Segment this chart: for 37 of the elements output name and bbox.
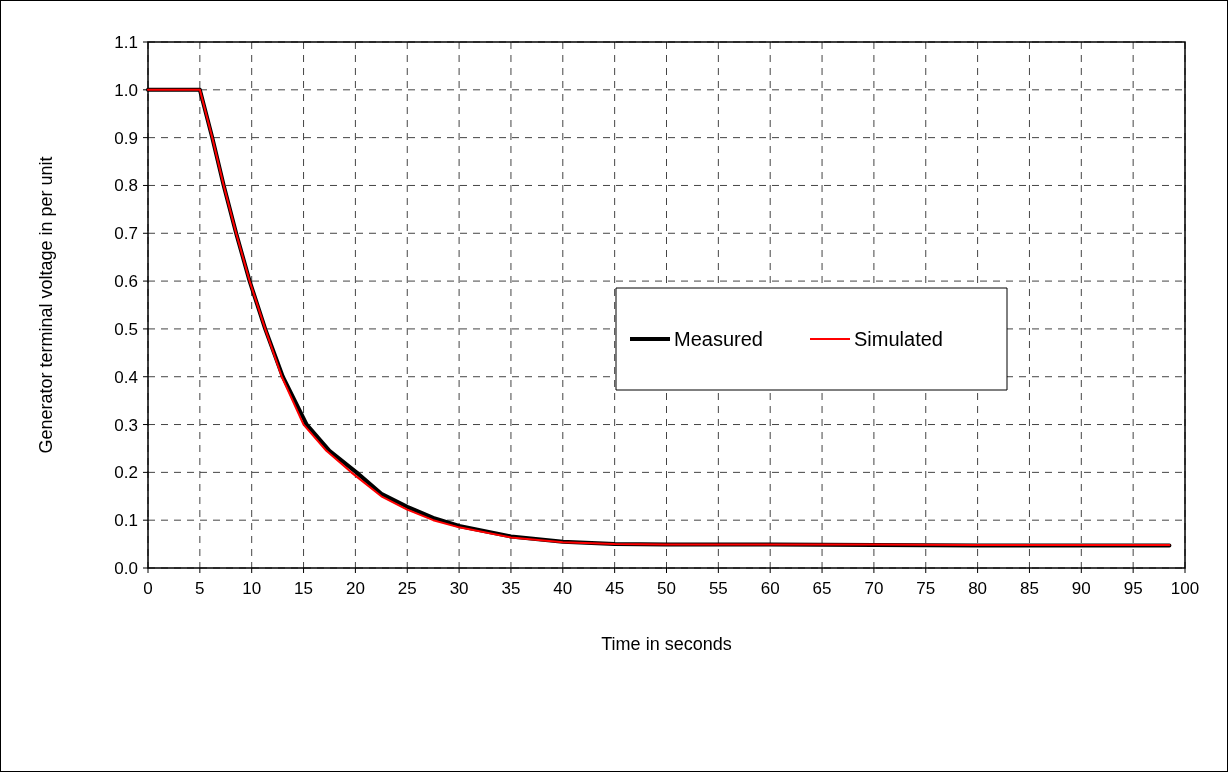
- x-tick-label: 25: [397, 579, 417, 598]
- x-tick-label: 40: [553, 579, 573, 598]
- y-tick-label: 0.8: [114, 176, 138, 196]
- x-tick-label: 95: [1123, 579, 1143, 598]
- x-tick-label: 15: [294, 579, 314, 598]
- y-axis-title: Generator terminal voltage in per unit: [36, 156, 56, 454]
- x-tick-label: 90: [1071, 579, 1091, 598]
- y-tick-label: 1.0: [114, 80, 138, 100]
- y-tick-label: 0.6: [114, 272, 138, 292]
- x-tick-label: 85: [1019, 579, 1039, 598]
- x-axis-title: Time in seconds: [601, 634, 732, 654]
- y-tick-label: 0.3: [114, 415, 138, 435]
- x-tick-label: 45: [605, 579, 625, 598]
- x-tick-label: 10: [242, 579, 262, 598]
- legend-label: Simulated: [854, 328, 943, 350]
- y-tick-label: 0.5: [114, 319, 138, 339]
- x-tick-label: 65: [812, 579, 832, 598]
- x-tick-label: 5: [195, 579, 205, 598]
- x-tick-label: 50: [657, 579, 676, 598]
- x-tick-label: 0: [143, 579, 153, 598]
- y-tick-label: 0.2: [114, 463, 138, 483]
- x-tick-label: 60: [760, 579, 780, 598]
- y-tick-label: 0.1: [114, 511, 138, 531]
- legend-label: Measured: [674, 328, 763, 350]
- x-tick-label: 20: [345, 579, 365, 598]
- y-tick-label: 0.0: [114, 559, 138, 578]
- x-tick-label: 70: [864, 579, 884, 598]
- x-tick-label: 55: [708, 579, 728, 598]
- y-tick-label: 0.4: [114, 367, 138, 387]
- x-tick-label: 30: [449, 579, 469, 598]
- y-tick-label: 1.1: [114, 33, 138, 52]
- x-tick-label: 80: [968, 579, 988, 598]
- x-tick-label: 35: [501, 579, 521, 598]
- y-tick-label: 0.9: [114, 128, 138, 148]
- y-tick-label: 0.7: [114, 224, 138, 244]
- x-tick-label: 75: [916, 579, 936, 598]
- x-tick-label: 100: [1170, 579, 1200, 598]
